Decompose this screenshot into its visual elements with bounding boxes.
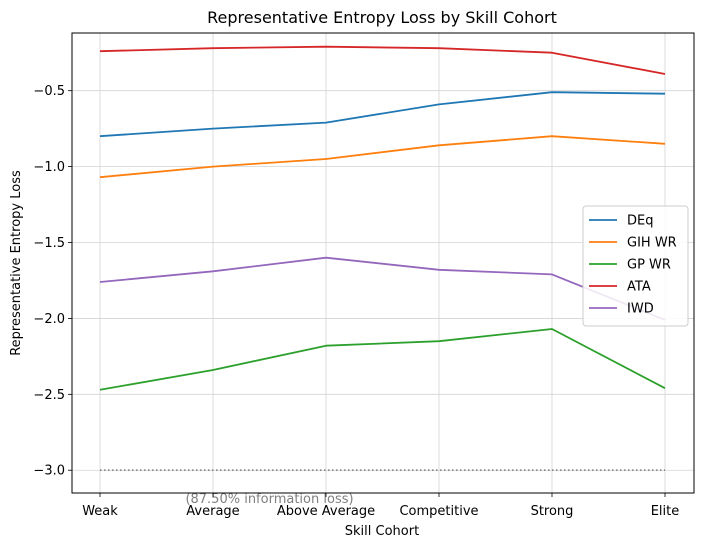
x-tick-label: Elite: [651, 504, 680, 519]
series-lines: [99, 45, 666, 391]
legend-entry: IWD: [627, 302, 654, 317]
y-axis-ticks: −3.0 −2.5 −2.0 −1.5 −1.0 −0.5: [33, 84, 72, 479]
y-tick-label: −3.0: [33, 464, 65, 479]
plot-frame: [71, 32, 695, 494]
y-tick-label: −2.0: [33, 312, 65, 327]
x-axis-ticks: Weak Average Above Average Competitive Stron…: [82, 493, 679, 519]
series-line-deq: [99, 91, 666, 138]
series-line-iwd: [99, 256, 666, 321]
series-line-ata: [99, 45, 666, 75]
x-tick-label: Average: [186, 504, 239, 519]
x-tick-label: Competitive: [399, 504, 478, 519]
x-tick-label: Weak: [82, 504, 118, 519]
legend-entry: GIH WR: [627, 236, 677, 251]
reference-line-label: (87.50% information loss): [185, 492, 353, 507]
y-tick-label: −2.5: [33, 388, 65, 403]
y-tick-label: −0.5: [33, 84, 65, 99]
x-tick-label: Above Average: [277, 504, 375, 519]
y-tick-label: −1.0: [33, 160, 65, 175]
legend-entry: DEq: [627, 214, 653, 229]
y-axis-title: Representative Entropy Loss: [9, 170, 24, 356]
x-tick-label: Strong: [531, 504, 574, 519]
x-axis-title: Skill Cohort: [345, 524, 419, 539]
legend-entry: ATA: [627, 280, 651, 295]
chart-title: Representative Entropy Loss by Skill Coh…: [207, 8, 557, 27]
legend-box: [582, 205, 689, 327]
reference-line-group: (87.50% information loss): [100, 469, 665, 507]
series-line-gih-wr: [99, 135, 666, 179]
series-line-gp-wr: [99, 328, 666, 391]
legend-entry: GP WR: [627, 258, 671, 273]
legend: DEq GIH WR GP WR ATA IWD: [582, 205, 689, 327]
y-tick-label: −1.5: [33, 236, 65, 251]
